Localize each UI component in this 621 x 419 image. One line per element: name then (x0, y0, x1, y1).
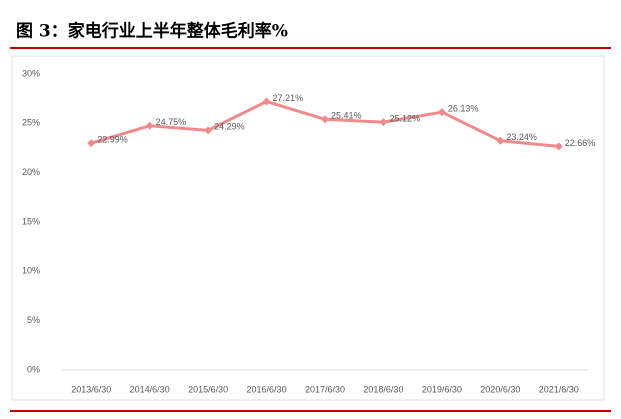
value-label: 23.24% (506, 132, 537, 142)
x-tick-label: 2016/6/30 (247, 384, 287, 394)
value-label: 25.12% (389, 114, 420, 124)
y-tick-label: 15% (22, 216, 40, 226)
marker (204, 126, 213, 135)
chart-title: 图 3：家电行业上半年整体毛利率% (16, 21, 288, 42)
x-tick-label: 2020/6/30 (480, 384, 520, 394)
y-tick-label: 5% (27, 315, 40, 325)
marker (87, 139, 96, 148)
value-label: 24.75% (156, 117, 187, 127)
x-tick-label: 2018/6/30 (363, 384, 403, 394)
y-tick-label: 0% (27, 364, 40, 374)
value-label: 25.41% (331, 111, 362, 121)
marker (321, 115, 329, 124)
marker (496, 136, 505, 145)
marker (554, 142, 563, 151)
value-label: 26.13% (448, 104, 479, 114)
x-tick-label: 2021/6/30 (539, 384, 579, 394)
value-label: 27.21% (273, 93, 304, 103)
marker (437, 108, 446, 117)
value-label: 22.99% (97, 135, 128, 145)
x-tick-label: 2013/6/30 (71, 384, 111, 394)
x-tick-label: 2017/6/30 (305, 384, 345, 394)
y-tick-label: 10% (22, 266, 40, 276)
marker (262, 97, 271, 106)
x-tick-label: 2014/6/30 (130, 384, 170, 394)
y-tick-label: 30% (22, 68, 40, 78)
marker (379, 118, 388, 127)
chart-frame (11, 55, 605, 401)
x-tick-label: 2015/6/30 (188, 384, 228, 394)
marker (145, 121, 154, 130)
x-tick-label: 2019/6/30 (422, 384, 462, 394)
y-tick-label: 20% (22, 167, 40, 177)
value-label: 24.29% (214, 122, 245, 132)
value-label: 22.66% (565, 138, 596, 148)
y-tick-label: 25% (22, 118, 40, 128)
